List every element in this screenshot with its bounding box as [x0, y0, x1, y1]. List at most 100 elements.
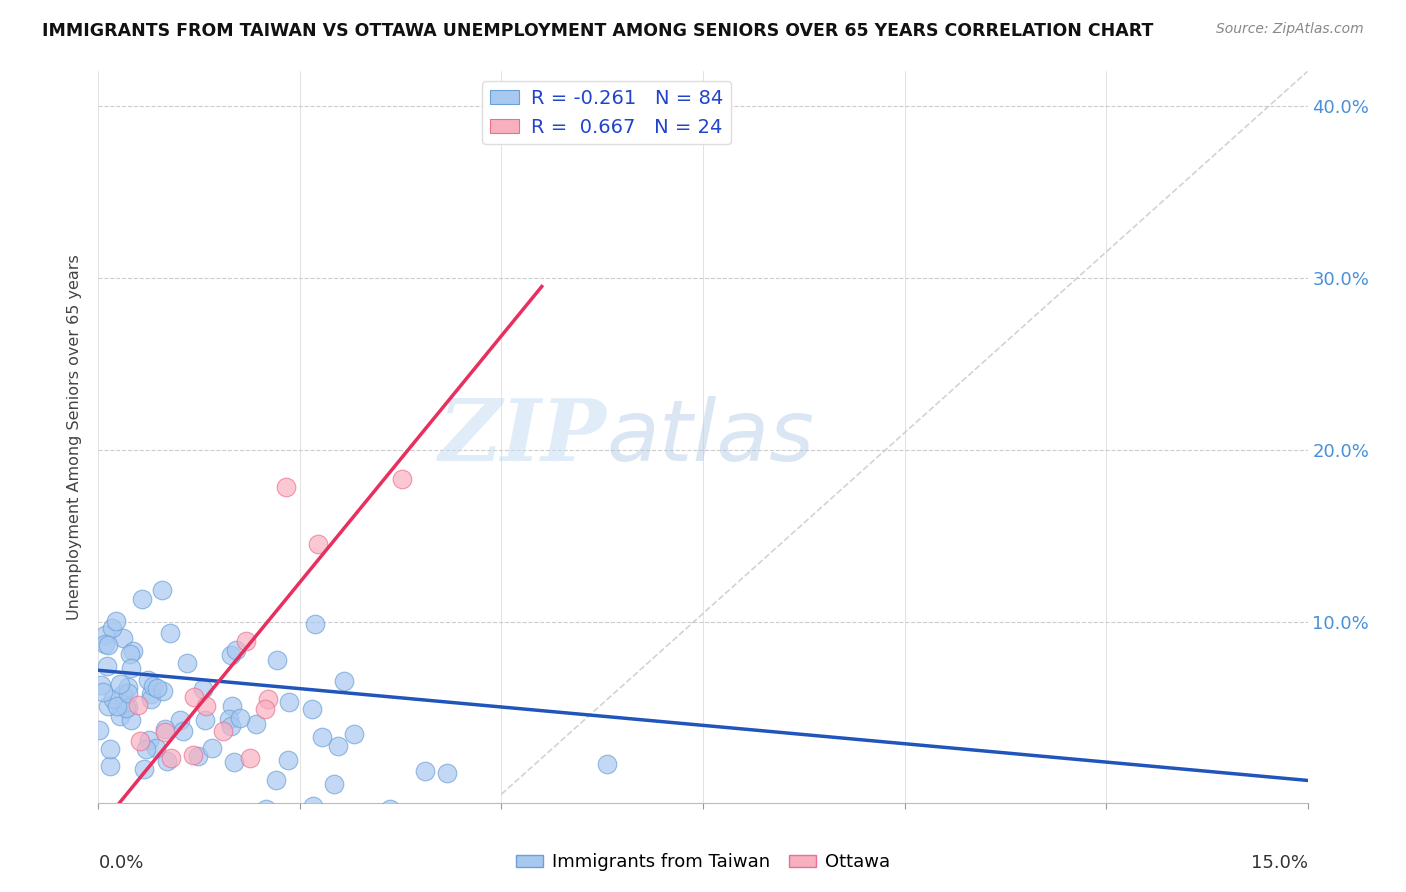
Point: [519, 856, 541, 871]
Point: [111, 856, 134, 871]
Point: [112, 632, 135, 646]
Point: [302, 799, 325, 814]
Point: [152, 582, 174, 597]
Point: [257, 692, 280, 706]
Point: [97, 698, 120, 713]
Text: 15.0%: 15.0%: [1250, 854, 1308, 872]
Point: [375, 851, 398, 865]
Point: [266, 772, 288, 787]
Text: atlas: atlas: [606, 395, 814, 479]
Point: [328, 739, 350, 753]
Point: [117, 686, 139, 700]
Point: [239, 751, 262, 765]
Point: [229, 711, 252, 725]
Point: [139, 692, 162, 706]
Legend: R = -0.261   N = 84, R =  0.667   N = 24: R = -0.261 N = 84, R = 0.667 N = 24: [482, 81, 731, 145]
Point: [134, 763, 156, 777]
Point: [90, 678, 112, 692]
Point: [245, 716, 267, 731]
Point: [311, 730, 333, 744]
Point: [576, 816, 599, 830]
Point: [110, 677, 132, 691]
Point: [224, 755, 246, 769]
Point: [135, 741, 157, 756]
Point: [122, 644, 145, 658]
Point: [380, 802, 402, 816]
Point: [93, 826, 115, 840]
Point: [322, 777, 344, 791]
Point: [332, 673, 354, 688]
Point: [159, 625, 181, 640]
Point: [152, 684, 174, 698]
Point: [254, 802, 277, 816]
Point: [120, 647, 142, 661]
Point: [98, 856, 121, 871]
Point: [169, 713, 191, 727]
Text: ZIP: ZIP: [439, 395, 606, 479]
Point: [194, 713, 217, 727]
Point: [145, 740, 167, 755]
Point: [155, 754, 177, 768]
Point: [211, 723, 233, 738]
Point: [494, 815, 516, 830]
Point: [142, 679, 165, 693]
Point: [194, 698, 217, 713]
Point: [160, 751, 183, 765]
Point: [274, 480, 297, 494]
Point: [202, 811, 225, 825]
Point: [114, 701, 136, 715]
Point: [596, 757, 619, 772]
Point: [145, 681, 167, 695]
Point: [391, 472, 413, 486]
Point: [219, 648, 242, 662]
Point: [138, 733, 160, 747]
Point: [183, 690, 205, 704]
Point: [307, 537, 329, 551]
Point: [593, 834, 616, 848]
Point: [127, 698, 149, 712]
Point: [187, 748, 209, 763]
Point: [277, 753, 299, 767]
Point: [131, 591, 153, 606]
Point: [97, 638, 120, 652]
Legend: Immigrants from Taiwan, Ottawa: Immigrants from Taiwan, Ottawa: [509, 847, 897, 879]
Point: [225, 643, 247, 657]
Point: [117, 700, 139, 714]
Point: [94, 627, 117, 641]
Point: [218, 712, 240, 726]
Text: 0.0%: 0.0%: [98, 854, 143, 872]
Point: [195, 813, 218, 827]
Point: [346, 856, 368, 871]
Point: [129, 734, 152, 748]
Point: [193, 682, 215, 697]
Point: [153, 723, 176, 737]
Point: [138, 673, 160, 687]
Point: [139, 688, 162, 702]
Point: [96, 659, 118, 673]
Point: [103, 692, 125, 706]
Point: [105, 827, 128, 841]
Point: [201, 740, 224, 755]
Point: [98, 742, 121, 756]
Point: [176, 657, 198, 671]
Point: [235, 634, 257, 648]
Point: [98, 759, 121, 773]
Point: [716, 856, 738, 871]
Point: [101, 621, 124, 635]
Point: [343, 727, 366, 741]
Point: [121, 837, 143, 851]
Y-axis label: Unemployment Among Seniors over 65 years: Unemployment Among Seniors over 65 years: [67, 254, 83, 620]
Point: [221, 699, 243, 714]
Point: [135, 819, 157, 833]
Point: [278, 695, 301, 709]
Point: [181, 747, 204, 762]
Point: [105, 614, 128, 628]
Point: [524, 856, 547, 871]
Point: [110, 709, 132, 723]
Text: Source: ZipAtlas.com: Source: ZipAtlas.com: [1216, 22, 1364, 37]
Point: [94, 637, 117, 651]
Point: [129, 835, 152, 849]
Point: [112, 687, 135, 701]
Point: [219, 719, 242, 733]
Point: [117, 680, 139, 694]
